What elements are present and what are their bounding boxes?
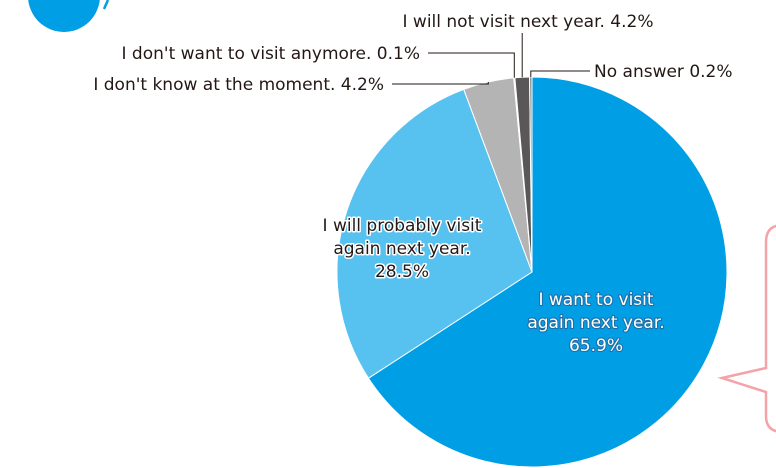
slice-labels: I want to visit again next year. 65.9% I wi… xyxy=(93,12,733,357)
slice-label-0: I want to visit again next year. 65.9% xyxy=(527,290,664,356)
pie-slice-5 xyxy=(529,76,533,273)
slice-label-5: No answer 0.2% xyxy=(594,62,733,82)
leader-line-2 xyxy=(392,82,489,85)
slice-label-2: I don't know at the moment. 4.2% xyxy=(93,75,384,95)
pie-slice-0 xyxy=(367,76,728,468)
slice-label-1-line-2: 28.5% xyxy=(375,262,429,282)
pie-slice-1 xyxy=(336,88,533,379)
callout-bubble xyxy=(717,224,776,433)
slice-label-1-line-1: again next year. xyxy=(333,239,470,259)
leader-lines xyxy=(392,33,590,85)
slice-label-3: I don't want to visit anymore. 0.1% xyxy=(122,44,420,64)
slice-label-0-line-2: 65.9% xyxy=(569,336,623,356)
header-circle-icon xyxy=(28,0,100,32)
leader-line-3 xyxy=(428,52,515,78)
pie-slices xyxy=(336,76,728,468)
slice-label-4: I will not visit next year. 4.2% xyxy=(403,12,654,32)
leader-line-5 xyxy=(530,70,590,77)
header-glyph-icon xyxy=(102,0,110,10)
slice-label-1: I will probably visit again next year. 28.… xyxy=(323,216,482,282)
slice-label-1-line-0: I will probably visit xyxy=(323,216,482,236)
slice-label-0-line-0: I want to visit xyxy=(538,290,653,310)
slice-label-0-line-1: again next year. xyxy=(527,313,664,333)
